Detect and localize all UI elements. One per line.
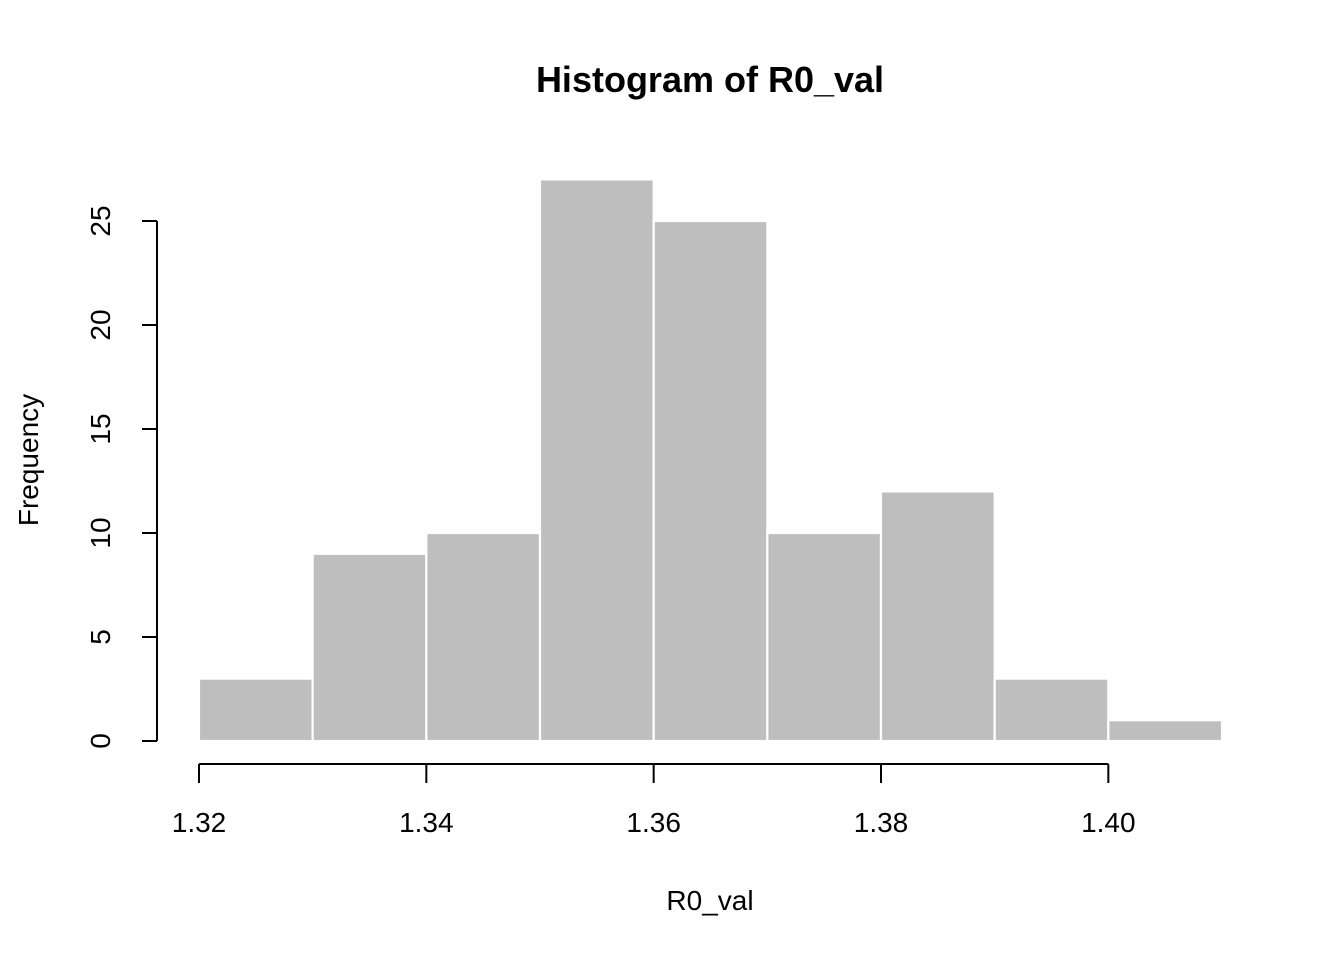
x-axis-label: R0_val xyxy=(666,885,753,916)
histogram-bar-5 xyxy=(652,219,769,743)
y-axis-label: Frequency xyxy=(13,394,44,526)
histogram-bar-3 xyxy=(425,531,542,743)
histogram-bar-1 xyxy=(197,677,314,743)
chart-title: Histogram of R0_val xyxy=(536,59,884,100)
x-axis: 1.32 1.34 1.36 1.38 1.40 xyxy=(172,763,1136,838)
histogram-bar-6 xyxy=(766,531,883,743)
histogram-bar-7 xyxy=(879,490,996,743)
y-tick-label: 0 xyxy=(85,733,116,749)
y-tick-label: 5 xyxy=(85,629,116,645)
x-tick-label: 1.40 xyxy=(1081,807,1136,838)
histogram-bar-9 xyxy=(1107,719,1224,743)
histogram-bar-4 xyxy=(538,178,655,743)
x-tick-label: 1.38 xyxy=(854,807,909,838)
histogram-bars xyxy=(197,178,1224,743)
y-tick-label: 10 xyxy=(85,517,116,548)
x-tick-label: 1.32 xyxy=(172,807,227,838)
y-tick-label: 15 xyxy=(85,413,116,444)
histogram-bar-2 xyxy=(311,552,428,743)
y-tick-label: 25 xyxy=(85,205,116,236)
x-tick-label: 1.34 xyxy=(399,807,454,838)
y-axis: 0 5 10 15 20 25 xyxy=(85,205,158,749)
x-tick-label: 1.36 xyxy=(626,807,681,838)
y-tick-label: 20 xyxy=(85,309,116,340)
histogram-bar-8 xyxy=(993,677,1110,743)
